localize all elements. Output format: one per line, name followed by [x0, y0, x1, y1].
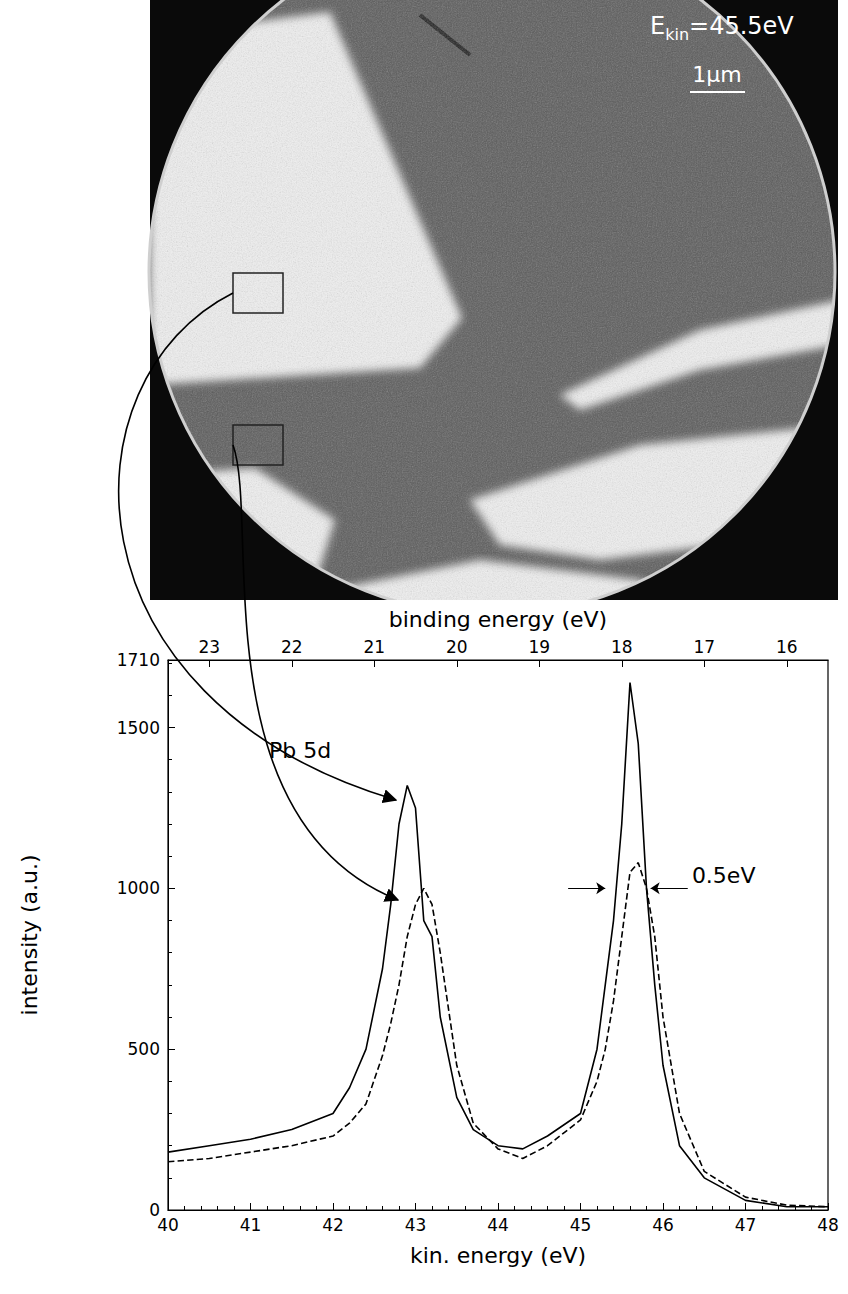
svg-text:23: 23	[198, 637, 220, 657]
svg-text:41: 41	[240, 1215, 262, 1235]
svg-text:19: 19	[528, 637, 550, 657]
svg-text:0: 0	[149, 1200, 160, 1220]
svg-text:43: 43	[405, 1215, 427, 1235]
svg-text:46: 46	[652, 1215, 674, 1235]
svg-text:47: 47	[735, 1215, 757, 1235]
svg-text:500: 500	[128, 1039, 160, 1059]
svg-text:17: 17	[693, 637, 715, 657]
svg-text:1500: 1500	[117, 718, 160, 738]
svg-text:21: 21	[363, 637, 385, 657]
svg-text:Ekin=45.5eV: Ekin=45.5eV	[650, 12, 794, 44]
svg-text:20: 20	[446, 637, 468, 657]
svg-text:44: 44	[487, 1215, 509, 1235]
svg-text:22: 22	[281, 637, 303, 657]
svg-text:Pb 5d: Pb 5d	[269, 738, 331, 763]
svg-text:binding energy (eV): binding energy (eV)	[389, 607, 607, 632]
svg-text:42: 42	[322, 1215, 344, 1235]
svg-text:45: 45	[570, 1215, 592, 1235]
svg-text:40: 40	[157, 1215, 179, 1235]
svg-text:intensity (a.u.): intensity (a.u.)	[17, 855, 42, 1016]
svg-text:1000: 1000	[117, 878, 160, 898]
svg-text:16: 16	[776, 637, 798, 657]
svg-text:1710: 1710	[117, 650, 160, 670]
svg-text:kin. energy (eV): kin. energy (eV)	[410, 1243, 586, 1268]
svg-text:1μm: 1μm	[692, 62, 741, 87]
svg-text:0.5eV: 0.5eV	[692, 863, 756, 888]
svg-text:18: 18	[611, 637, 633, 657]
svg-text:48: 48	[817, 1215, 839, 1235]
